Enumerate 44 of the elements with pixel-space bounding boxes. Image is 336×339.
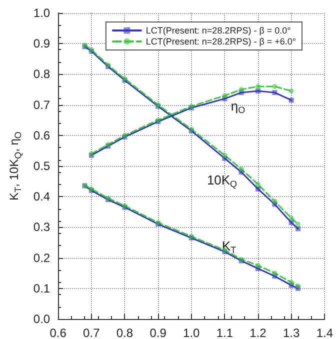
legend-label: LCT(Present: n=28.2RPS) - β = +6.0°	[146, 36, 296, 46]
x-tick-label: 1.2	[250, 326, 267, 339]
y-tick-label: 0.1	[33, 281, 50, 296]
x-tick-label: 1.4	[316, 326, 334, 339]
x-tick-label: 0.7	[83, 326, 100, 339]
y-tick-label: 0.5	[33, 159, 50, 173]
point	[222, 152, 228, 158]
point	[256, 88, 261, 94]
point	[238, 87, 244, 92]
point	[272, 270, 278, 276]
point	[288, 280, 294, 285]
point	[256, 84, 261, 89]
y-tick-label: 0.6	[33, 128, 50, 142]
y-tick-label: 0.8	[33, 67, 50, 82]
point	[256, 262, 261, 268]
point	[288, 216, 294, 221]
point	[272, 84, 278, 89]
y-tick-label: 0.4	[33, 190, 50, 204]
point	[288, 220, 294, 226]
y-tick-label: 0.3	[33, 220, 50, 234]
point	[272, 198, 278, 204]
point	[272, 90, 278, 96]
point	[288, 98, 294, 103]
legend-label: LCT(Present: n=28.2RPS) - β = 0.0°	[146, 26, 292, 36]
y-tick-label: 0.7	[33, 98, 50, 112]
y-tick-label: 0.0	[33, 312, 50, 326]
x-tick-label: 0.9	[150, 326, 167, 339]
x-tick-label: 1.3	[282, 326, 300, 339]
x-tick-label: 1.1	[216, 326, 234, 339]
point	[238, 166, 244, 172]
x-tick-label: 0.8	[116, 326, 134, 339]
point	[296, 283, 300, 288]
y-tick-label: 0.2	[33, 250, 50, 265]
y-tick-label: 1.0	[33, 6, 50, 20]
point	[222, 93, 228, 98]
x-tick-label: 1.0	[183, 326, 200, 339]
point	[296, 226, 300, 232]
point	[288, 88, 294, 94]
point	[256, 186, 261, 192]
point	[296, 222, 300, 227]
point	[256, 182, 261, 187]
y-axis-title: KT, 10KQ, ηO	[7, 132, 23, 200]
y-tick-label: 0.9	[33, 36, 50, 51]
x-tick-label: 0.6	[50, 326, 67, 339]
